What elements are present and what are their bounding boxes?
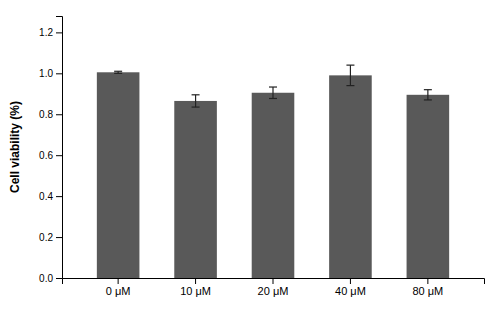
- bar: [252, 93, 295, 278]
- y-axis-line: [56, 17, 63, 279]
- error-cap: [424, 89, 432, 90]
- x-tick: 0 μM: [106, 278, 131, 297]
- x-tick: 40 μM: [335, 278, 366, 297]
- bar: [174, 101, 217, 278]
- y-tick-label: 1.2: [39, 27, 53, 38]
- y-tick-mark: [56, 32, 62, 33]
- y-tick-mark: [56, 73, 62, 74]
- y-tick-label: 1.0: [39, 68, 53, 79]
- bar: [97, 72, 140, 278]
- y-tick-mark: [56, 196, 62, 197]
- error-bar: [424, 90, 432, 100]
- y-axis: 0.0 0.2 0.4 0.6 0.8 1.0 1.2: [39, 17, 62, 284]
- x-tick: 20 μM: [258, 278, 289, 297]
- error-bar: [269, 87, 277, 98]
- y-tick: 1.2: [39, 27, 62, 38]
- error-cap: [346, 85, 354, 86]
- y-tick-mark: [56, 237, 62, 238]
- error-line: [350, 65, 351, 85]
- x-tick: 80 μM: [412, 278, 443, 297]
- error-line: [427, 90, 428, 100]
- y-tick-label: 0.0: [39, 273, 53, 284]
- x-tick-mark: [427, 278, 428, 284]
- error-cap: [114, 73, 122, 74]
- x-tick-mark: [118, 278, 119, 284]
- y-tick: 0.6: [39, 150, 62, 161]
- y-tick-mark: [56, 155, 62, 156]
- error-cap: [269, 98, 277, 99]
- y-tick: 0.8: [39, 109, 62, 120]
- y-tick: 0.0: [39, 273, 62, 284]
- x-tick-mark: [195, 278, 196, 284]
- error-cap: [269, 86, 277, 87]
- error-bar: [346, 65, 354, 85]
- x-tick-label: 10 μM: [180, 285, 211, 297]
- x-axis: 0 μM 10 μM 20 μM 40 μM 80 μM: [63, 278, 485, 297]
- x-tick-label: 80 μM: [412, 285, 443, 297]
- y-tick-mark: [56, 114, 62, 115]
- x-tick-label: 0 μM: [106, 285, 131, 297]
- y-tick-label: 0.2: [39, 232, 53, 243]
- x-tick-mark: [273, 278, 274, 284]
- y-tick-label: 0.4: [39, 191, 53, 202]
- chart: 0 μM 10 μM 20 μM 40 μM 80 μM 0.0 0.2 0.4 0.6 0.8 1…: [0, 0, 500, 312]
- x-axis-line: [63, 279, 485, 285]
- error-bar: [114, 71, 122, 73]
- y-axis-title: Cell viability (%): [8, 101, 22, 193]
- y-tick-label: 0.6: [39, 150, 53, 161]
- x-tick-label: 40 μM: [335, 285, 366, 297]
- error-cap: [192, 106, 200, 107]
- bar: [329, 75, 372, 278]
- error-cap: [192, 94, 200, 95]
- y-tick: 0.4: [39, 191, 62, 202]
- x-tick: 10 μM: [180, 278, 211, 297]
- y-tick-mark: [56, 278, 62, 279]
- error-cap: [114, 71, 122, 72]
- y-tick-label: 0.8: [39, 109, 53, 120]
- y-tick: 0.2: [39, 232, 62, 243]
- bar: [407, 95, 450, 278]
- plot: 0 μM 10 μM 20 μM 40 μM 80 μM 0.0 0.2 0.4 0.6 0.8 1…: [39, 17, 484, 297]
- error-bar: [192, 95, 200, 107]
- error-cap: [424, 99, 432, 100]
- marks: [97, 65, 449, 278]
- error-line: [195, 95, 196, 107]
- error-cap: [346, 65, 354, 66]
- error-line: [272, 87, 273, 98]
- x-tick-mark: [350, 278, 351, 284]
- x-tick-label: 20 μM: [258, 285, 289, 297]
- y-tick: 1.0: [39, 68, 62, 79]
